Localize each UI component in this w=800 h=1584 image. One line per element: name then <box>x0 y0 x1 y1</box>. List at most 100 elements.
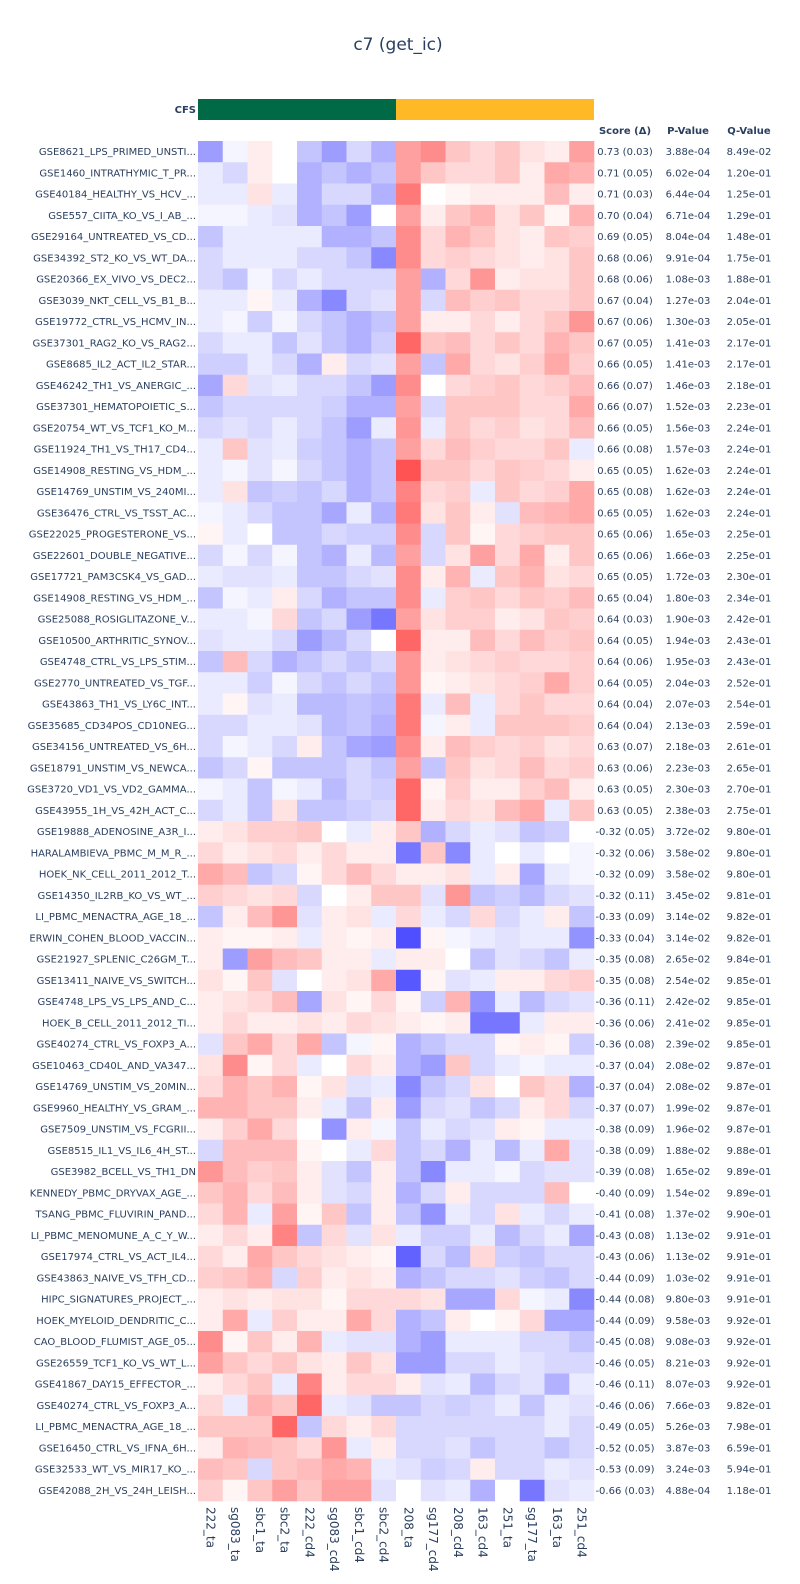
heatmap-cell <box>297 141 323 163</box>
heatmap-cell <box>470 757 496 779</box>
heatmap-cell <box>519 332 545 354</box>
heatmap-cell <box>519 481 545 503</box>
heatmap-cell <box>346 991 372 1013</box>
score-value: -0.43 (0.08) <box>595 1231 654 1242</box>
heatmap-cell <box>396 1139 422 1162</box>
heatmap-cell <box>272 1437 298 1459</box>
heatmap-cell <box>445 693 471 716</box>
heatmap-cell <box>544 1352 570 1374</box>
heatmap-cell <box>346 396 372 418</box>
heatmap-cell <box>396 1097 422 1119</box>
heatmap-cell <box>519 1267 545 1289</box>
heatmap-cell <box>247 1309 273 1332</box>
heatmap-cell <box>544 1288 570 1311</box>
heatmap-cell <box>396 1288 422 1311</box>
heatmap-cell <box>569 1352 595 1374</box>
q-value: 2.75e-01 <box>727 806 772 817</box>
heatmap-cell <box>247 183 273 206</box>
heatmap-cell <box>321 969 347 992</box>
heatmap-cell <box>544 311 570 333</box>
heatmap-cell <box>198 566 224 588</box>
heatmap-cell <box>272 906 298 928</box>
heatmap-cell <box>569 629 595 652</box>
heatmap-cell <box>247 417 273 439</box>
p-value: 1.62e-03 <box>666 487 711 498</box>
heatmap-cell <box>470 1458 496 1481</box>
heatmap-cell <box>198 608 224 631</box>
heatmap-cell <box>519 1479 545 1502</box>
heatmap-cell <box>272 481 298 503</box>
heatmap-cell <box>470 396 496 418</box>
heatmap-cell <box>569 1373 595 1396</box>
heatmap-cell <box>396 799 422 822</box>
heatmap-cell <box>519 651 545 673</box>
heatmap-cell <box>470 736 496 758</box>
q-value: 9.80e-01 <box>727 827 772 838</box>
heatmap-cell <box>420 438 446 461</box>
heatmap-cell <box>495 1373 521 1396</box>
heatmap-cell <box>371 226 397 248</box>
q-value: 9.85e-01 <box>727 976 772 987</box>
heatmap-cell <box>445 1352 471 1374</box>
row-label: LI_PBMC_MENACTRA_AGE_18_... <box>35 912 196 923</box>
heatmap-cell <box>247 1139 273 1162</box>
heatmap-cell <box>321 183 347 206</box>
score-value: -0.41 (0.08) <box>595 1210 654 1221</box>
heatmap-cell <box>371 311 397 333</box>
heatmap-cell <box>321 1394 347 1417</box>
heatmap-cell <box>321 353 347 376</box>
heatmap-cell <box>297 183 323 206</box>
heatmap-cell <box>396 502 422 524</box>
row-label: GSE41867_DAY15_EFFECTOR_... <box>35 1380 196 1391</box>
q-value: 2.17e-01 <box>727 360 772 371</box>
p-value: 3.58e-02 <box>666 848 711 859</box>
q-value: 2.25e-01 <box>727 551 772 562</box>
row-label: GSE2770_UNTREATED_VS_TGF... <box>34 678 196 689</box>
heatmap-cell <box>420 1437 446 1459</box>
heatmap-cell <box>420 396 446 418</box>
heatmap-cell <box>396 778 422 801</box>
heatmap-cell <box>371 438 397 461</box>
heatmap-cell <box>346 566 372 588</box>
heatmap-cell <box>346 1479 372 1502</box>
heatmap-cell <box>272 1224 298 1247</box>
p-value: 2.13e-03 <box>666 721 711 732</box>
heatmap-cell <box>420 948 446 971</box>
heatmap-cell <box>495 1182 521 1204</box>
heatmap-cell <box>371 1203 397 1226</box>
heatmap-cell <box>272 1097 298 1119</box>
score-value: 0.66 (0.08) <box>597 445 653 456</box>
heatmap-cell <box>222 1203 248 1226</box>
heatmap-cell <box>495 1054 521 1077</box>
heatmap-cell <box>470 204 496 227</box>
heatmap-cell <box>420 608 446 631</box>
heatmap-cell <box>198 417 224 439</box>
heatmap-cell <box>445 566 471 588</box>
heatmap-cell <box>569 714 595 737</box>
heatmap-cell <box>247 311 273 333</box>
q-value: 2.43e-01 <box>727 636 772 647</box>
heatmap-cell <box>445 969 471 992</box>
heatmap-cell <box>569 757 595 779</box>
p-value: 2.30e-03 <box>666 785 711 796</box>
row-label: GSE14769_UNSTIM_VS_240MI... <box>37 487 196 498</box>
heatmap-cell <box>198 906 224 928</box>
heatmap-cell <box>544 1331 570 1353</box>
heatmap-cell <box>396 417 422 439</box>
heatmap-cell <box>247 714 273 737</box>
heatmap-cell <box>222 927 248 949</box>
heatmap-cell <box>445 736 471 758</box>
heatmap-cell <box>346 438 372 461</box>
p-value: 2.54e-02 <box>666 976 711 987</box>
heatmap-cell <box>198 502 224 524</box>
heatmap-cell <box>371 969 397 992</box>
heatmap-cell <box>222 1352 248 1374</box>
heatmap-cell <box>445 1246 471 1268</box>
heatmap-cell <box>445 311 471 333</box>
heatmap-cell <box>321 502 347 524</box>
heatmap-cell <box>371 1033 397 1056</box>
score-value: -0.36 (0.11) <box>595 997 654 1008</box>
heatmap-cell <box>247 353 273 376</box>
heatmap-cell <box>272 1203 298 1226</box>
heatmap-cell <box>519 1161 545 1183</box>
